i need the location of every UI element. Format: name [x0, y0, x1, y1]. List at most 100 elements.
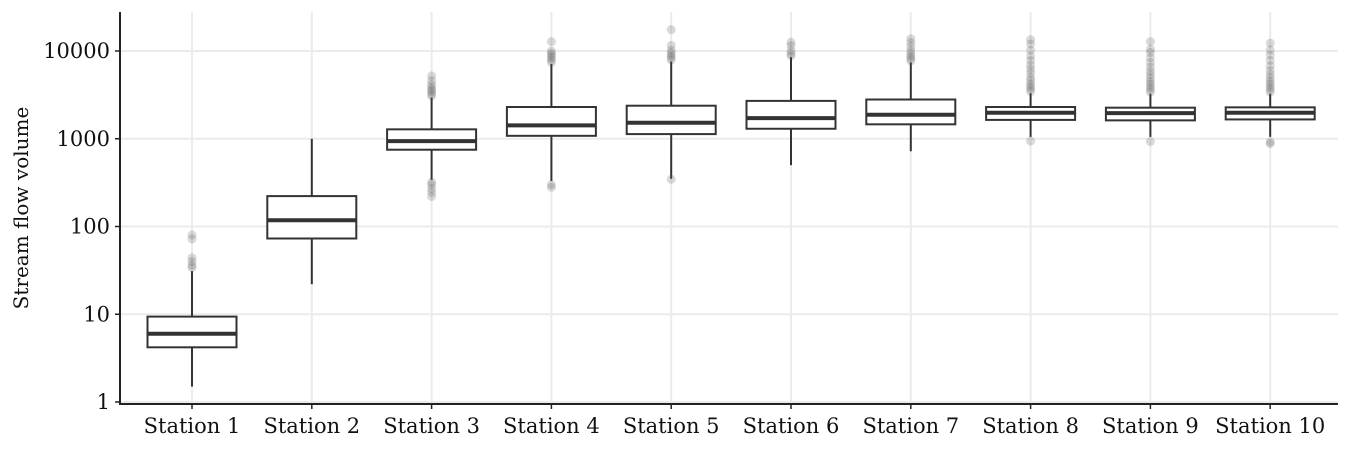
outlier-point	[666, 48, 676, 58]
outlier-point	[427, 71, 437, 81]
outlier-point	[427, 87, 437, 97]
outlier-point	[786, 46, 796, 56]
outlier-point	[906, 56, 916, 66]
box-6	[745, 37, 837, 166]
outlier-point	[1145, 69, 1155, 79]
axes	[119, 12, 1338, 405]
outlier-point	[427, 82, 437, 92]
outlier-point	[1026, 76, 1036, 86]
x-tick-label: Station 9	[1102, 414, 1199, 438]
x-tick-label: Station 1	[144, 414, 241, 438]
outlier-point	[1265, 69, 1275, 79]
outlier-point	[1265, 139, 1275, 149]
outlier-point	[1145, 48, 1155, 58]
outlier-point	[187, 256, 197, 266]
outlier-point	[1265, 55, 1275, 65]
outlier-point	[1145, 137, 1155, 147]
outlier-point	[1145, 79, 1155, 89]
outlier-point	[1265, 45, 1275, 55]
outlier-point	[666, 55, 676, 65]
outlier-point	[427, 80, 437, 90]
outlier-point	[906, 46, 916, 56]
box-4	[505, 37, 597, 192]
outlier-point	[1026, 72, 1036, 82]
outlier-point	[906, 51, 916, 61]
tick-labels: 1 10 100 1000 10000 Station 1 Station 2 Station…	[43, 39, 1325, 438]
box-7	[865, 34, 957, 152]
boxes	[146, 25, 1316, 387]
outlier-point	[1265, 76, 1275, 86]
iqr-box	[745, 99, 837, 130]
x-tick-label: Station 8	[982, 414, 1079, 438]
outlier-point	[1145, 87, 1155, 97]
outlier-point	[546, 53, 556, 63]
box-8	[985, 35, 1077, 146]
x-tick-label: Station 7	[862, 414, 959, 438]
outlier-point	[1026, 68, 1036, 78]
outlier-point	[546, 37, 556, 47]
outlier-point	[1145, 53, 1155, 63]
outlier-point	[427, 76, 437, 86]
outlier-point	[427, 184, 437, 194]
box-9	[1104, 37, 1196, 147]
outlier-point	[1145, 84, 1155, 94]
outlier-point	[546, 48, 556, 58]
outlier-point	[1265, 79, 1275, 89]
outlier-point	[1265, 84, 1275, 94]
box-3	[386, 71, 478, 201]
outlier-point	[906, 54, 916, 64]
outlier-point	[1026, 87, 1036, 97]
y-tick-label: 1	[97, 390, 110, 414]
outlier-point	[187, 260, 197, 270]
x-tick-label: Station 6	[743, 414, 840, 438]
outlier-point	[546, 55, 556, 65]
outlier-point	[1145, 57, 1155, 67]
outlier-point	[546, 57, 556, 67]
y-tick-label: 100	[70, 215, 110, 239]
iqr-box	[865, 98, 957, 126]
iqr-box	[266, 195, 358, 240]
outlier-point	[1026, 84, 1036, 94]
x-tick-label: Station 3	[383, 414, 480, 438]
outlier-point	[666, 53, 676, 63]
outlier-point	[427, 187, 437, 197]
outlier-point	[427, 177, 437, 187]
outlier-point	[1145, 82, 1155, 92]
y-tick-label: 10000	[43, 39, 110, 63]
outlier-point	[546, 46, 556, 56]
y-tick-label: 10	[83, 302, 110, 326]
outlier-point	[1265, 50, 1275, 60]
outlier-point	[427, 191, 437, 201]
outlier-point	[1265, 65, 1275, 75]
x-tick-label: Station 10	[1215, 414, 1325, 438]
iqr-box	[505, 106, 597, 137]
outlier-point	[427, 180, 437, 190]
outlier-point	[1026, 35, 1036, 45]
outlier-point	[1145, 76, 1155, 86]
outlier-point	[1265, 73, 1275, 83]
x-tick-label: Station 4	[503, 414, 600, 438]
outlier-point	[1026, 136, 1036, 146]
outlier-point	[1026, 81, 1036, 91]
outlier-point	[666, 25, 676, 35]
outlier-point	[546, 50, 556, 60]
outlier-point	[666, 50, 676, 60]
outlier-point	[786, 51, 796, 61]
outlier-point	[1145, 62, 1155, 72]
outlier-point	[1145, 44, 1155, 54]
outlier-point	[906, 42, 916, 52]
outlier-point	[1026, 39, 1036, 49]
outlier-point	[427, 91, 437, 101]
outlier-point	[666, 174, 676, 184]
outlier-point	[906, 37, 916, 47]
outlier-point	[1145, 66, 1155, 76]
outlier-point	[1265, 38, 1275, 48]
y-axis-title: Stream flow volume	[9, 107, 33, 310]
outlier-point	[1026, 51, 1036, 61]
outlier-point	[1026, 60, 1036, 70]
outlier-point	[1145, 73, 1155, 83]
outlier-point	[427, 84, 437, 94]
outlier-point	[786, 49, 796, 59]
outlier-point	[906, 34, 916, 44]
outlier-point	[786, 41, 796, 51]
